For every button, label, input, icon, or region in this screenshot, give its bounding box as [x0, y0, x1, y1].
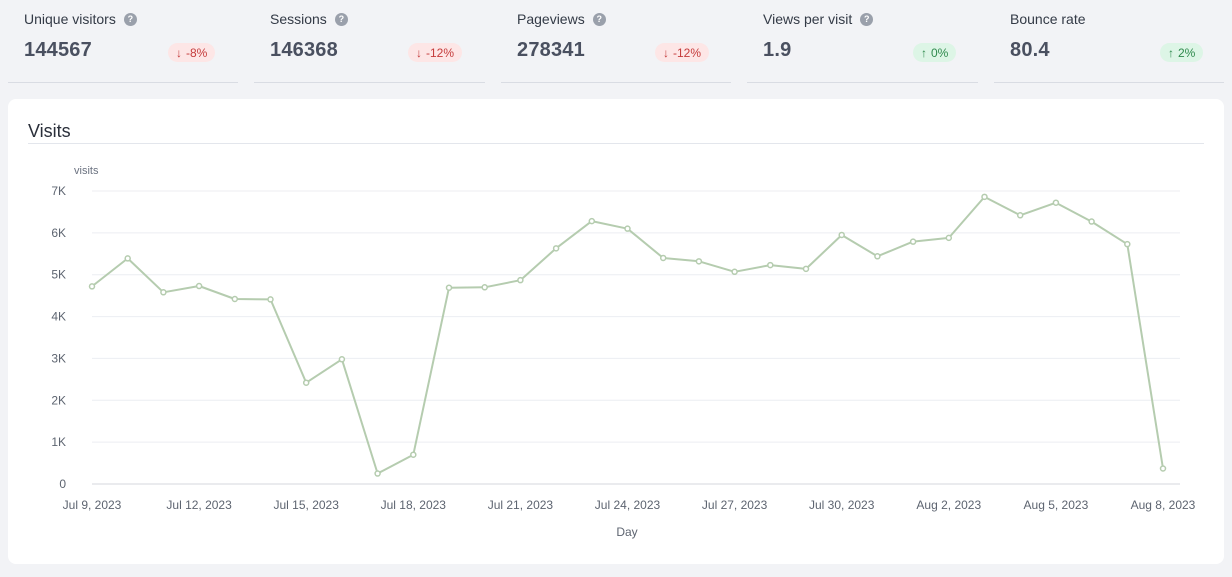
y-tick-label: 3K [51, 351, 66, 365]
y-tick-label: 4K [51, 310, 66, 324]
data-point [909, 238, 917, 245]
metric-value: 144567 [24, 39, 92, 61]
visits-card: Visits 0 1K 2K 3K 4K 5K 6K 7K visits Jul 9, 2023 J… [8, 99, 1224, 564]
arrow-down-icon: ↓ [416, 45, 422, 60]
change-badge: ↓ -8% [168, 43, 216, 62]
data-point [945, 234, 953, 242]
metric-label: Views per visit [763, 11, 853, 27]
x-tick-label: Jul 12, 2023 [166, 498, 232, 512]
y-axis-label: visits [74, 165, 99, 177]
data-point [338, 356, 346, 363]
data-point [624, 225, 631, 232]
y-tick-label: 2K [51, 393, 66, 407]
metric-sessions[interactable]: Sessions ? 146368 ↓ -12% [254, 0, 485, 83]
metrics-bar: Unique visitors ? 144567 ↓ -8% Sessions … [0, 0, 1232, 84]
metric-value: 278341 [517, 39, 585, 61]
change-value: 2% [1178, 45, 1196, 60]
data-point [517, 276, 524, 284]
change-value: -8% [186, 45, 208, 60]
x-tick-label: Jul 30, 2023 [809, 498, 875, 512]
arrow-down-icon: ↓ [663, 45, 669, 60]
arrow-up-icon: ↑ [921, 45, 927, 60]
metric-value: 146368 [270, 39, 338, 61]
metric-label: Unique visitors [24, 11, 116, 27]
data-point [374, 470, 381, 477]
metric-label: Sessions [270, 11, 327, 27]
change-badge: ↓ -12% [655, 43, 710, 62]
data-point [231, 295, 239, 303]
x-tick-label: Jul 9, 2023 [63, 498, 122, 512]
question-circle-icon[interactable]: ? [860, 12, 874, 26]
y-tick-label: 6K [51, 226, 66, 240]
data-point [838, 231, 845, 239]
question-circle-icon[interactable]: ? [334, 12, 348, 26]
data-point [1088, 218, 1095, 225]
data-point [1016, 212, 1024, 219]
data-point [160, 289, 167, 296]
data-point [445, 284, 453, 291]
metric-label: Pageviews [517, 11, 585, 27]
data-point [195, 282, 203, 290]
x-axis-label: Day [616, 525, 637, 539]
data-point [88, 283, 96, 290]
series-line-visits [91, 195, 1164, 475]
x-tick-label: Jul 18, 2023 [381, 498, 447, 512]
x-tick-label: Jul 15, 2023 [274, 498, 340, 512]
data-point [552, 245, 560, 252]
data-point [588, 217, 596, 225]
change-badge: ↓ -12% [408, 43, 463, 62]
metric-views-per-visit[interactable]: Views per visit ? 1.9 ↑ 0% [747, 0, 978, 83]
x-tick-label: Jul 21, 2023 [488, 498, 554, 512]
x-tick-label: Jul 24, 2023 [595, 498, 661, 512]
metric-label: Bounce rate [1010, 11, 1086, 27]
data-point [767, 261, 774, 269]
data-point [481, 284, 488, 291]
change-value: -12% [426, 45, 455, 60]
visits-line-chart[interactable]: 0 1K 2K 3K 4K 5K 6K 7K visits Jul 9, 2023 Jul 12, … [8, 99, 1224, 564]
data-point [410, 451, 417, 458]
change-value: 0% [931, 45, 949, 60]
metric-bounce-rate[interactable]: Bounce rate 80.4 ↑ 2% [994, 0, 1224, 83]
y-tick-label: 7K [51, 184, 66, 198]
data-point [981, 193, 988, 201]
data-point [1052, 199, 1060, 206]
data-point [1159, 465, 1167, 472]
metric-value: 1.9 [763, 39, 792, 61]
arrow-down-icon: ↓ [176, 45, 182, 60]
x-tick-label: Aug 2, 2023 [916, 498, 981, 512]
question-circle-icon[interactable]: ? [592, 12, 606, 26]
y-tick-label: 0 [59, 477, 66, 491]
data-point [802, 265, 810, 273]
metric-pageviews[interactable]: Pageviews ? 278341 ↓ -12% [501, 0, 731, 83]
change-badge: ↑ 0% [913, 43, 957, 62]
data-point [124, 255, 131, 262]
data-point [267, 296, 274, 303]
data-point [659, 254, 667, 262]
x-tick-label: Aug 5, 2023 [1024, 498, 1089, 512]
question-circle-icon[interactable]: ? [123, 12, 137, 26]
x-tick-label: Jul 27, 2023 [702, 498, 768, 512]
divider [28, 143, 1204, 144]
data-point [1124, 240, 1131, 248]
data-point [302, 379, 310, 386]
card-title: Visits [28, 121, 71, 141]
change-badge: ↑ 2% [1160, 43, 1204, 62]
metric-value: 80.4 [1010, 39, 1050, 61]
change-value: -12% [673, 45, 702, 60]
arrow-up-icon: ↑ [1168, 45, 1174, 60]
data-point [695, 258, 703, 265]
x-tick-label: Aug 8, 2023 [1131, 498, 1196, 512]
metric-unique-visitors[interactable]: Unique visitors ? 144567 ↓ -8% [8, 0, 238, 83]
y-tick-label: 5K [51, 268, 66, 282]
data-point [731, 268, 738, 276]
y-tick-label: 1K [51, 435, 66, 449]
data-point [874, 253, 881, 260]
